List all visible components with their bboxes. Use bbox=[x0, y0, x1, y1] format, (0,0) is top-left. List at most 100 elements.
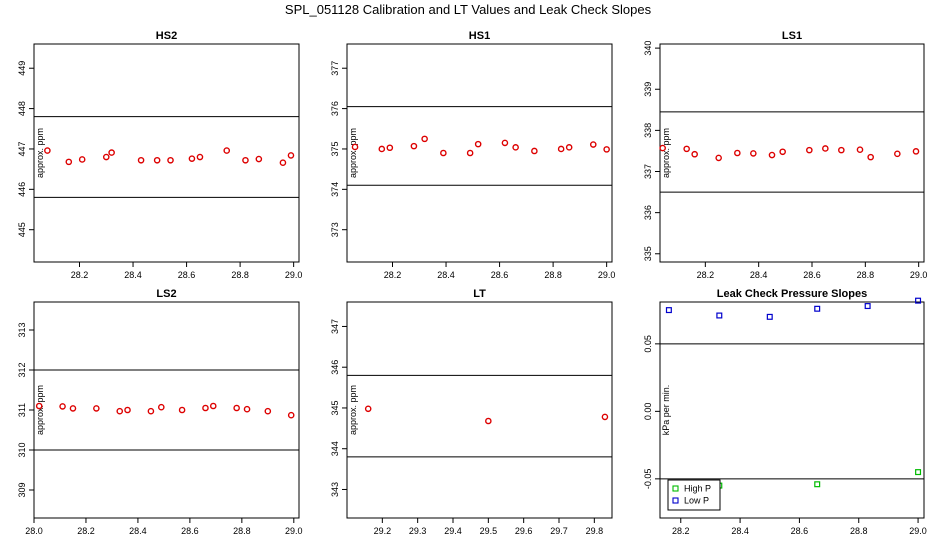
chart-0-y-axis-label: approx. ppm bbox=[35, 128, 45, 178]
chart-3-data-point-12 bbox=[243, 405, 251, 413]
chart-5-low-p-point-4 bbox=[864, 303, 871, 310]
chart-4-title: LT bbox=[473, 288, 486, 300]
chart-0-y-tick-label-3: 448 bbox=[17, 101, 27, 116]
chart-1-data-point-14 bbox=[603, 146, 610, 153]
chart-3-data-point-5 bbox=[124, 406, 131, 414]
chart-3-x-tick-label-1: 28.2 bbox=[77, 526, 95, 536]
chart-0-data-point-10 bbox=[223, 147, 231, 154]
chart-2-data-point-3 bbox=[715, 154, 722, 162]
chart-0-x-tick-label-0: 28.2 bbox=[71, 270, 89, 280]
chart-4-x-tick-label-6: 29.8 bbox=[586, 526, 604, 536]
chart-2-y-tick-label-5: 340 bbox=[643, 41, 653, 56]
chart-3-plot-frame bbox=[33, 301, 300, 519]
chart-1-data-point-8 bbox=[501, 139, 509, 147]
chart-1-data-point-5 bbox=[440, 149, 447, 157]
chart-2-data-point-5 bbox=[750, 150, 757, 157]
panel-leak-check: Leak Check Pressure Slopes 28.2 28.4 28.6 28… bbox=[643, 288, 927, 536]
chart-0-data-point-9 bbox=[196, 153, 204, 161]
chart-5-legend-box bbox=[667, 479, 721, 511]
chart-0-y-tick-label-1: 446 bbox=[17, 182, 27, 197]
chart-0-x-tick-label-4: 29.0 bbox=[285, 270, 303, 280]
panel-hs1: HS1 28.2 28.4 28.6 28.8 29.0 373 374 375 376 377 ap… bbox=[330, 30, 615, 280]
chart-1-data-point-6 bbox=[466, 149, 474, 157]
chart-5-y-tick-label-0: -0.05 bbox=[643, 469, 653, 490]
chart-5-legend-label-low-p: Low P bbox=[684, 496, 709, 506]
chart-0-data-point-0 bbox=[44, 147, 51, 154]
chart-2-x-tick-label-4: 29.0 bbox=[910, 270, 928, 280]
chart-5-legend-marker-high-p bbox=[672, 485, 679, 492]
chart-4-y-tick-label-1: 344 bbox=[330, 441, 340, 456]
chart-0-data-point-2 bbox=[78, 156, 86, 163]
chart-2-x-tick-label-3: 28.8 bbox=[857, 270, 875, 280]
chart-0-data-point-14 bbox=[287, 152, 295, 159]
chart-1-data-point-11 bbox=[557, 145, 565, 153]
chart-0-data-point-4 bbox=[108, 149, 115, 156]
chart-5-low-p-point-0 bbox=[665, 307, 672, 314]
chart-5-plot-frame bbox=[659, 301, 925, 519]
chart-1-x-tick-label-0: 28.2 bbox=[384, 270, 402, 280]
chart-4-y-tick-label-2: 345 bbox=[330, 400, 340, 415]
chart-0-data-point-13 bbox=[279, 159, 287, 166]
chart-3-data-point-3 bbox=[93, 405, 100, 412]
chart-2-data-point-13 bbox=[894, 150, 901, 158]
chart-3-data-point-6 bbox=[147, 407, 155, 415]
chart-5-y-axis-label: kPa per min. bbox=[661, 385, 671, 436]
chart-4-y-axis-label: approx. ppm bbox=[348, 385, 358, 435]
chart-1-data-point-12 bbox=[565, 144, 573, 151]
chart-1-x-tick-label-4: 29.0 bbox=[598, 270, 616, 280]
chart-3-data-point-10 bbox=[209, 402, 217, 410]
chart-2-y-tick-label-0: 335 bbox=[643, 246, 653, 261]
chart-4-y-tick-label-4: 347 bbox=[330, 319, 340, 334]
chart-0-x-tick-label-3: 28.8 bbox=[231, 270, 249, 280]
chart-2-y-tick-label-1: 336 bbox=[643, 205, 653, 220]
chart-2-plot-frame bbox=[659, 43, 925, 263]
chart-1-y-tick-label-1: 374 bbox=[330, 182, 340, 197]
chart-4-x-tick-label-0: 29.2 bbox=[374, 526, 392, 536]
chart-3-data-point-8 bbox=[178, 406, 186, 414]
chart-3-x-tick-label-2: 28.4 bbox=[129, 526, 147, 536]
chart-0-data-point-5 bbox=[137, 156, 145, 164]
chart-2-data-point-0 bbox=[659, 144, 666, 152]
chart-3-data-point-4 bbox=[116, 407, 124, 415]
panel-hs2: HS2 28.2 28.4 28.6 28.8 29.0 445 446 447 448 449 ap… bbox=[17, 30, 302, 280]
chart-4-y-tick-label-0: 343 bbox=[330, 482, 340, 497]
panel-lt: LT 29.2 29.3 29.4 29.5 29.6 29.7 29.8 343 344 345 3… bbox=[330, 288, 613, 536]
chart-1-title: HS1 bbox=[469, 30, 490, 42]
chart-1-y-tick-label-3: 376 bbox=[330, 101, 340, 116]
chart-0-y-tick-label-4: 449 bbox=[17, 61, 27, 76]
chart-2-x-tick-label-1: 28.4 bbox=[750, 270, 768, 280]
chart-0-x-tick-label-2: 28.6 bbox=[178, 270, 196, 280]
chart-3-x-tick-label-3: 28.6 bbox=[181, 526, 199, 536]
chart-5-x-tick-label-4: 29.0 bbox=[909, 526, 927, 536]
chart-2-y-tick-label-3: 338 bbox=[643, 123, 653, 138]
chart-3-data-point-0 bbox=[35, 402, 43, 410]
chart-0-plot-frame bbox=[33, 43, 300, 263]
chart-0-data-point-8 bbox=[188, 155, 196, 162]
chart-0-data-point-7 bbox=[167, 156, 174, 164]
chart-3-y-tick-label-0: 309 bbox=[17, 482, 27, 497]
chart-0-data-point-3 bbox=[102, 153, 110, 161]
chart-4-plot-frame bbox=[346, 301, 613, 519]
chart-3-x-tick-label-0: 28.0 bbox=[25, 526, 43, 536]
chart-4-x-tick-label-2: 29.4 bbox=[444, 526, 462, 536]
chart-1-data-point-7 bbox=[474, 140, 482, 148]
chart-3-y-tick-label-2: 311 bbox=[17, 403, 27, 417]
chart-4-y-tick-label-3: 346 bbox=[330, 360, 340, 375]
chart-1-data-point-2 bbox=[386, 144, 394, 152]
chart-0-data-point-12 bbox=[255, 155, 263, 163]
chart-1-x-tick-label-2: 28.6 bbox=[491, 270, 509, 280]
chart-3-data-point-11 bbox=[233, 404, 240, 412]
chart-5-low-p-point-1 bbox=[716, 312, 723, 319]
chart-5-low-p-point-5 bbox=[915, 297, 922, 304]
chart-5-y-tick-label-2: 0.05 bbox=[643, 335, 653, 353]
chart-4-data-point-0 bbox=[364, 405, 372, 413]
chart-2-y-tick-label-4: 339 bbox=[643, 82, 653, 97]
chart-1-data-point-1 bbox=[378, 145, 386, 153]
chart-4-x-tick-label-4: 29.6 bbox=[515, 526, 533, 536]
chart-2-data-point-1 bbox=[683, 145, 690, 153]
chart-2-data-point-7 bbox=[779, 148, 786, 156]
chart-1-data-point-4 bbox=[421, 135, 428, 143]
chart-1-x-tick-label-1: 28.4 bbox=[437, 270, 455, 280]
chart-2-data-point-6 bbox=[768, 151, 776, 159]
